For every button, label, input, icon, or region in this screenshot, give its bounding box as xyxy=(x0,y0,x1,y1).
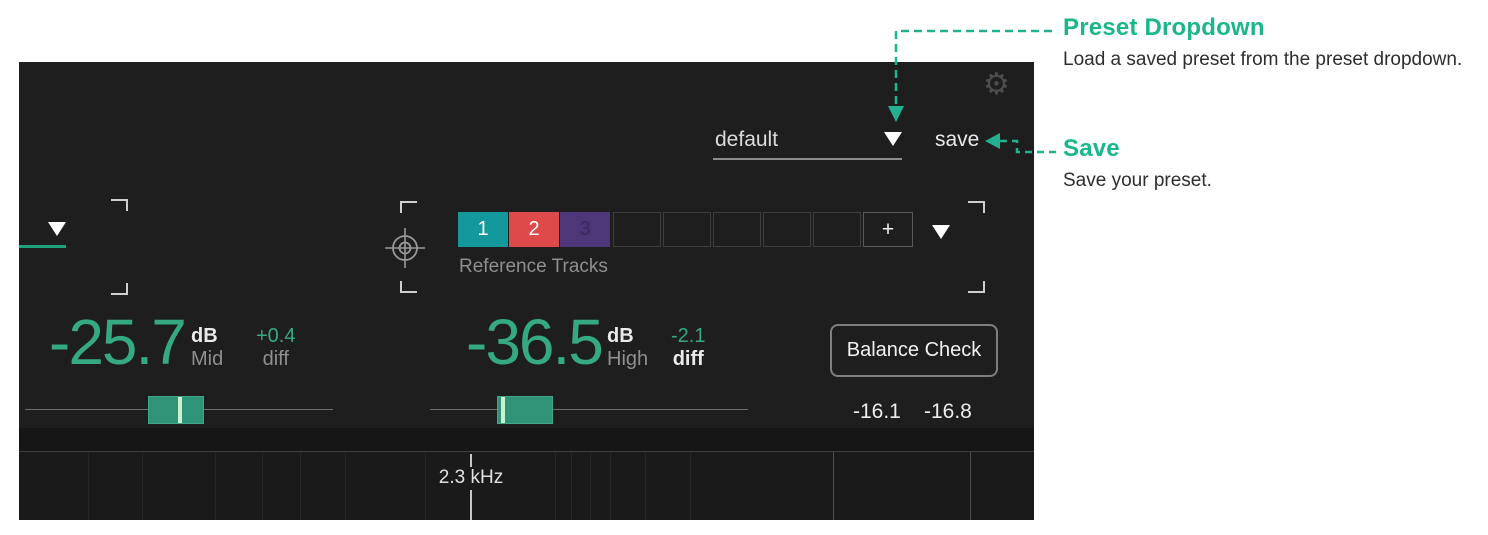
annotation-save: Save Save your preset. xyxy=(1063,135,1212,192)
reference-tracks-dropdown-arrow-icon[interactable] xyxy=(932,225,950,239)
slider-position-marker xyxy=(178,397,182,423)
gridline xyxy=(970,452,971,520)
gridline xyxy=(88,452,89,520)
gridline xyxy=(425,452,426,520)
reference-track-slot-empty[interactable] xyxy=(613,212,661,247)
reference-track-tab-3[interactable]: 3 xyxy=(560,212,610,247)
reference-track-tab-1[interactable]: 1 xyxy=(458,212,508,247)
high-slider-handle[interactable] xyxy=(497,396,553,424)
db-unit-label: dB xyxy=(607,325,634,347)
preset-dropdown[interactable]: default xyxy=(713,126,902,160)
gridline xyxy=(555,452,556,520)
gridline xyxy=(571,452,572,520)
diff-label: diff xyxy=(262,348,289,370)
gridline xyxy=(833,452,834,520)
crosshair-target-icon[interactable] xyxy=(383,226,427,270)
high-unit-band: dB High xyxy=(607,325,648,371)
band-label: High xyxy=(607,348,649,370)
gridline xyxy=(215,452,216,520)
reference-track-tab-2[interactable]: 2 xyxy=(509,212,559,247)
plugin-panel: ⚙ default save 1 2 3 + Reference Tracks xyxy=(19,62,1034,520)
spectrum-bottom-band xyxy=(19,428,1034,451)
annotation-title: Save xyxy=(1063,135,1120,162)
loudness-readout-left: -16.1 xyxy=(853,400,901,423)
high-diff: -2.1 diff xyxy=(671,325,705,371)
frame-corner-bottom-right xyxy=(111,283,128,295)
diff-value: -2.1 xyxy=(671,325,706,347)
reference-track-slot-empty[interactable] xyxy=(713,212,761,247)
gridline xyxy=(645,452,646,520)
left-meter-accent-line xyxy=(19,245,66,248)
high-slider-track[interactable] xyxy=(430,409,748,410)
frequency-ruler[interactable]: 2.3 kHz xyxy=(19,452,1034,520)
diff-value: +0.4 xyxy=(256,325,296,347)
preset-value: default xyxy=(715,128,779,151)
balance-check-button[interactable]: Balance Check xyxy=(830,324,998,377)
diff-label: diff xyxy=(672,348,704,370)
gridline xyxy=(590,452,591,520)
band-label: Mid xyxy=(191,348,224,370)
frequency-cursor-tick xyxy=(470,490,472,520)
reference-track-slot-empty[interactable] xyxy=(763,212,811,247)
gridline xyxy=(345,452,346,520)
frame-corner-top-right xyxy=(968,201,985,213)
frequency-strip-separator xyxy=(19,451,1034,452)
save-button[interactable]: save xyxy=(935,128,980,151)
mid-unit-band: dB Mid xyxy=(191,325,223,371)
frame-corner-top-left xyxy=(400,201,417,213)
reference-track-slot-empty[interactable] xyxy=(813,212,861,247)
gridline xyxy=(142,452,143,520)
loudness-readout-right: -16.8 xyxy=(924,400,972,423)
gridline xyxy=(690,452,691,520)
mid-diff: +0.4 diff xyxy=(256,325,295,371)
left-dropdown-arrow-icon[interactable] xyxy=(48,222,66,236)
reference-tracks-label: Reference Tracks xyxy=(459,256,608,277)
db-unit-label: dB xyxy=(191,325,218,347)
settings-gear-icon[interactable]: ⚙ xyxy=(983,68,1010,101)
frame-corner-bottom-left xyxy=(400,281,417,293)
high-level-value: -36.5 xyxy=(466,306,604,378)
mid-level-value: -25.7 xyxy=(49,306,187,378)
gridline xyxy=(262,452,263,520)
frequency-cursor-tick xyxy=(470,454,472,467)
annotation-title: Preset Dropdown xyxy=(1063,14,1265,41)
frame-corner-top-right xyxy=(111,199,128,211)
reference-track-slot-empty[interactable] xyxy=(663,212,711,247)
annotation-preset-dropdown: Preset Dropdown Load a saved preset from… xyxy=(1063,14,1462,71)
frame-corner-bottom-right xyxy=(968,281,985,293)
annotation-description: Save your preset. xyxy=(1063,170,1212,191)
preset-dropdown-arrow-icon[interactable] xyxy=(884,132,902,146)
frequency-readout: 2.3 kHz xyxy=(438,467,504,488)
gridline xyxy=(610,452,611,520)
mid-slider-handle[interactable] xyxy=(148,396,204,424)
slider-position-marker xyxy=(501,397,505,423)
gridline xyxy=(300,452,301,520)
annotation-description: Load a saved preset from the preset drop… xyxy=(1063,49,1463,70)
add-reference-track-button[interactable]: + xyxy=(863,212,913,247)
